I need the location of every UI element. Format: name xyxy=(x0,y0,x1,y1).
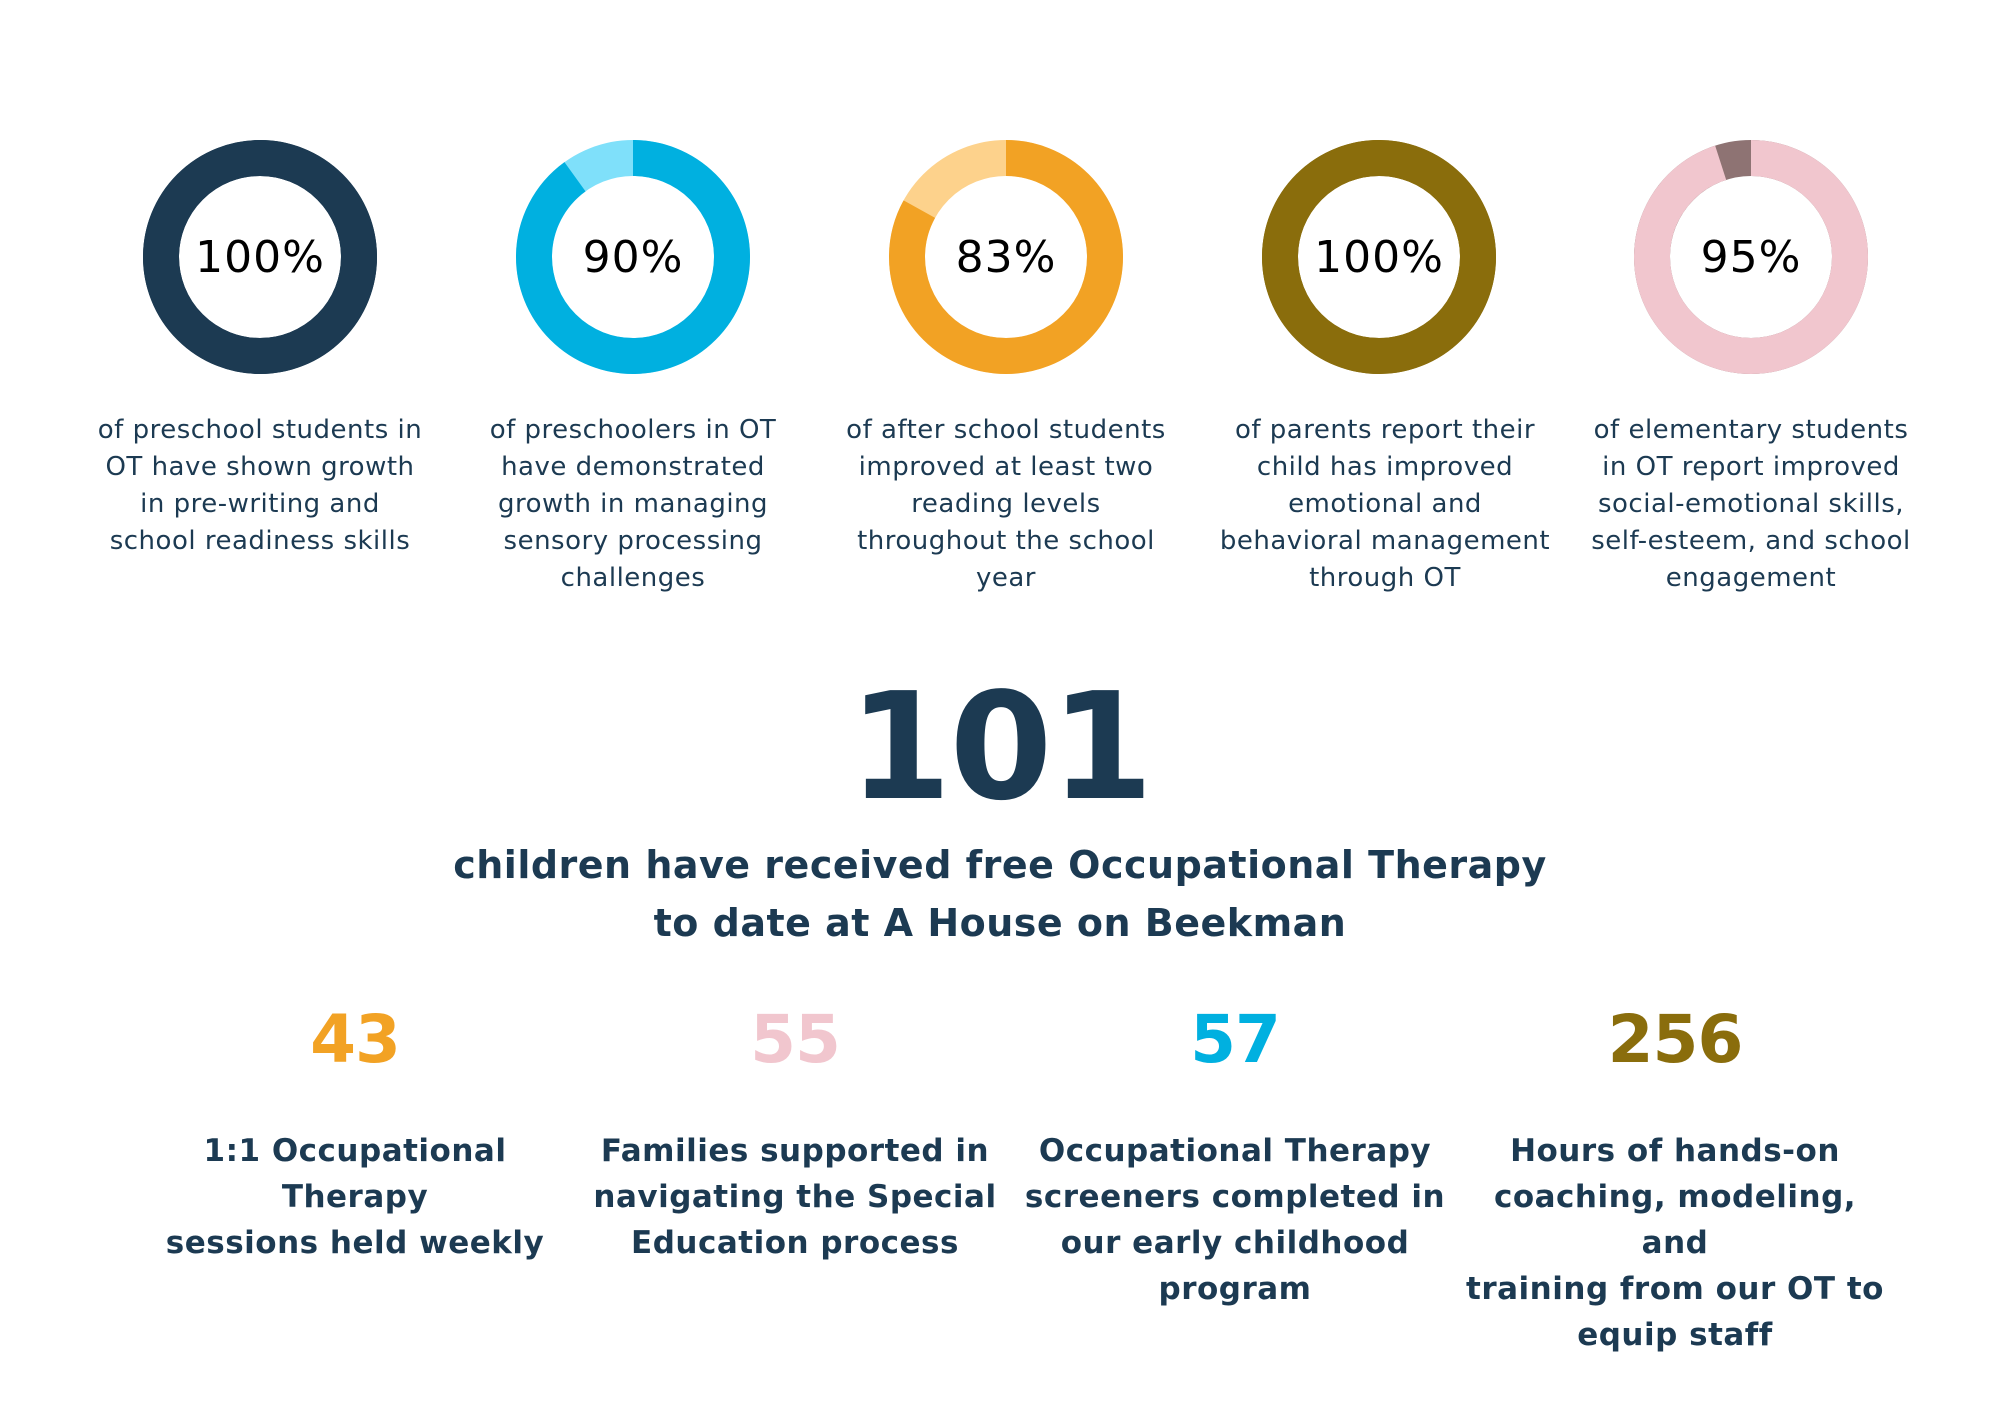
caption-line: sensory processing xyxy=(503,526,763,556)
stat-description-4: Hours of hands-on coaching, modeling, an… xyxy=(1460,1128,1890,1358)
caption-line: have demonstrated xyxy=(501,452,765,482)
donut-chart-5: 95% xyxy=(1634,140,1868,374)
donut-ring xyxy=(516,140,750,374)
donut-value-arc xyxy=(516,140,750,374)
donut-value-arc xyxy=(889,140,1123,374)
caption-line: behavioral management xyxy=(1219,526,1551,556)
donut-caption-1: of preschool students in OT have shown g… xyxy=(90,412,430,560)
caption-line: social-emotional skills, xyxy=(1597,489,1905,519)
caption-line: of elementary students xyxy=(1593,415,1909,445)
caption-line: in pre-writing and xyxy=(140,489,380,519)
caption-line: of after school students xyxy=(846,415,1166,445)
donut-percent-label: 100% xyxy=(195,231,325,283)
caption-line: improved at least two xyxy=(858,452,1154,482)
stat-description-3: Occupational Therapy screeners completed… xyxy=(1020,1128,1450,1312)
stat-line: training from our OT to xyxy=(1466,1271,1884,1307)
stat-line: screeners completed in xyxy=(1024,1179,1446,1215)
caption-line: self-esteem, and school xyxy=(1591,526,1911,556)
stat-line: Occupational Therapy xyxy=(1038,1133,1432,1169)
donut-chart-3: 83% xyxy=(889,140,1123,374)
donut-value-arc xyxy=(1262,140,1496,374)
stat-description-2: Families supported in navigating the Spe… xyxy=(580,1128,1010,1266)
stat-line: equip staff xyxy=(1577,1317,1773,1353)
stat-line: 1:1 Occupational Therapy xyxy=(203,1133,507,1215)
donut-caption-4: of parents report their child has improv… xyxy=(1215,412,1555,597)
donut-chart-row: 100% 90% 83% 100% 95% of preschool stude… xyxy=(0,0,2000,640)
caption-line: engagement xyxy=(1665,563,1837,593)
stat-line: our early childhood xyxy=(1060,1225,1410,1261)
donut-percent-label: 100% xyxy=(1314,231,1444,283)
donut-percent-label: 83% xyxy=(955,231,1057,283)
stat-line: program xyxy=(1158,1271,1312,1307)
donut-percent-label: 90% xyxy=(582,231,684,283)
stat-line: Families supported in xyxy=(600,1133,990,1169)
caption-line: throughout the school xyxy=(857,526,1155,556)
caption-line: of preschool students in xyxy=(97,415,423,445)
caption-line: of parents report their xyxy=(1234,415,1536,445)
stat-number-3: 57 xyxy=(1190,1001,1281,1078)
caption-line: emotional and xyxy=(1288,489,1482,519)
donut-chart-1: 100% xyxy=(143,140,377,374)
headline-text: children have received free Occupational… xyxy=(0,836,2000,952)
donut-value-arc xyxy=(143,140,377,374)
stat-line: coaching, modeling, and xyxy=(1493,1179,1857,1261)
stat-line: sessions held weekly xyxy=(165,1225,545,1261)
donut-chart-2: 90% xyxy=(516,140,750,374)
caption-line: through OT xyxy=(1309,563,1461,593)
stat-number-4: 256 xyxy=(1607,1001,1744,1078)
stat-description-1: 1:1 Occupational Therapy sessions held w… xyxy=(140,1128,570,1266)
donut-caption-2: of preschoolers in OT have demonstrated … xyxy=(463,412,803,597)
caption-line: OT have shown growth xyxy=(105,452,415,482)
donut-caption-5: of elementary students in OT report impr… xyxy=(1581,412,1921,597)
donut-ring xyxy=(1634,140,1868,374)
stat-line: Education process xyxy=(631,1225,959,1261)
donut-percent-label: 95% xyxy=(1700,231,1802,283)
stat-line: Hours of hands-on xyxy=(1510,1133,1840,1169)
caption-line: school readiness skills xyxy=(109,526,411,556)
headline-line: children have received free Occupational… xyxy=(453,843,1547,887)
caption-line: in OT report improved xyxy=(1602,452,1900,482)
donut-ring xyxy=(143,140,377,374)
caption-line: child has improved xyxy=(1256,452,1514,482)
caption-line: challenges xyxy=(560,563,706,593)
donut-ring xyxy=(889,140,1123,374)
caption-line: growth in managing xyxy=(497,489,769,519)
donut-caption-3: of after school students improved at lea… xyxy=(836,412,1176,597)
donut-value-arc xyxy=(1634,140,1868,374)
headline-line: to date at A House on Beekman xyxy=(653,901,1347,945)
donut-ring xyxy=(1262,140,1496,374)
caption-line: year xyxy=(975,563,1036,593)
headline-number: 101 xyxy=(848,661,1154,833)
caption-line: of preschoolers in OT xyxy=(489,415,777,445)
stat-number-1: 43 xyxy=(310,1001,401,1078)
caption-line: reading levels xyxy=(911,489,1101,519)
stat-number-2: 55 xyxy=(750,1001,841,1078)
stat-line: navigating the Special xyxy=(593,1179,997,1215)
donut-chart-4: 100% xyxy=(1262,140,1496,374)
